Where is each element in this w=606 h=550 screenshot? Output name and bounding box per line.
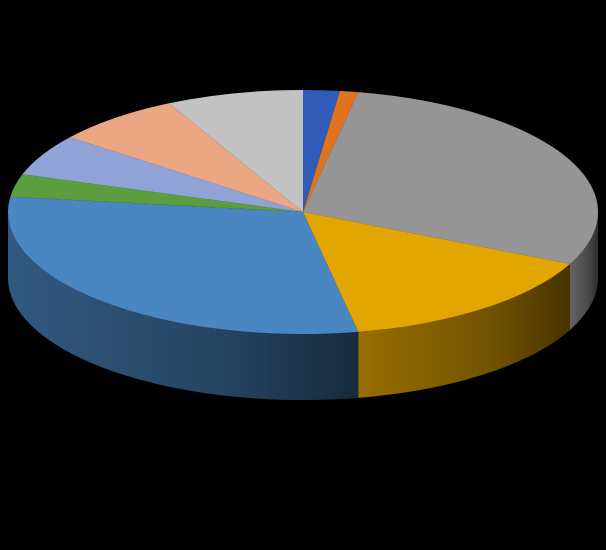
pie-slice-3-side-shading bbox=[569, 212, 598, 330]
pie-slice-9 bbox=[169, 90, 303, 212]
pie-slice-4-side-shading bbox=[358, 263, 570, 398]
pie-slice-6 bbox=[10, 174, 304, 212]
pie-slice-1 bbox=[303, 90, 340, 212]
pie-side-walls bbox=[8, 212, 598, 400]
pie-slice-4 bbox=[303, 212, 570, 332]
pie-slice-5-side-shading bbox=[8, 212, 359, 400]
pie-slice-3 bbox=[303, 92, 599, 264]
pie-slice-2 bbox=[303, 90, 359, 212]
pie-slice-5 bbox=[8, 196, 359, 335]
pie-top-faces bbox=[8, 90, 599, 335]
pie-slice-7 bbox=[22, 137, 303, 212]
pie-slice-8 bbox=[69, 103, 304, 212]
